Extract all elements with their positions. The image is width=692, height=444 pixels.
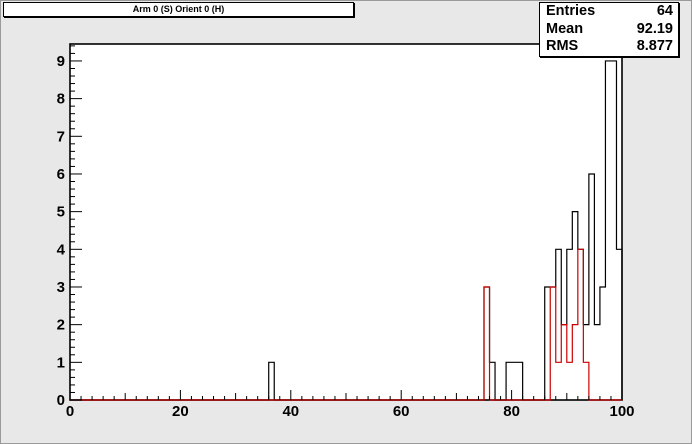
x-tick-label: 40 xyxy=(282,403,299,420)
y-tick-label: 0 xyxy=(57,392,65,409)
stat-value-entries: 64 xyxy=(656,3,673,19)
x-tick-label: 0 xyxy=(66,403,74,420)
y-tick-label: 9 xyxy=(57,53,65,70)
stat-row-entries: Entries 64 xyxy=(540,3,678,21)
title-box: Arm 0 (S) Orient 0 (H) xyxy=(3,2,354,17)
x-tick-label: 100 xyxy=(609,403,634,420)
stat-row-mean: Mean 92.19 xyxy=(540,21,678,39)
stat-label-rms: RMS xyxy=(546,38,579,54)
y-tick-label: 3 xyxy=(57,279,65,296)
stat-label-mean: Mean xyxy=(546,20,584,37)
stat-value-mean: 92.19 xyxy=(636,20,673,37)
y-tick-label: 7 xyxy=(57,128,65,145)
stat-value-rms: 8.877 xyxy=(636,38,673,54)
x-tick-label: 60 xyxy=(393,403,410,420)
x-tick-label: 80 xyxy=(503,403,520,420)
y-tick-label: 8 xyxy=(57,91,65,108)
stat-row-rms: RMS 8.877 xyxy=(540,38,678,56)
y-tick-label: 1 xyxy=(57,354,65,371)
stat-label-entries: Entries xyxy=(546,3,596,19)
plot-frame xyxy=(69,43,623,401)
y-tick-label: 6 xyxy=(57,166,65,183)
histogram-series-1 xyxy=(70,248,622,401)
stats-box: Entries 64 Mean 92.19 RMS 8.877 xyxy=(539,2,679,57)
y-tick-label: 4 xyxy=(57,241,66,258)
x-tick-label: 20 xyxy=(172,403,189,420)
y-tick-label: 5 xyxy=(57,204,65,221)
y-tick-label: 2 xyxy=(57,317,65,334)
